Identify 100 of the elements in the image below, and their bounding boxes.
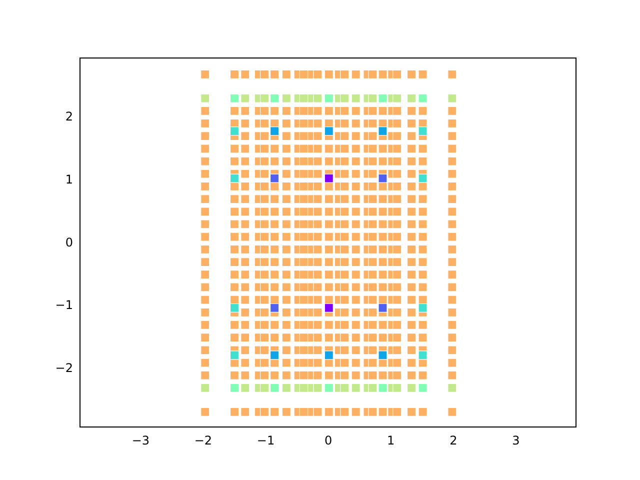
point <box>368 333 378 342</box>
point <box>240 94 250 103</box>
point <box>313 144 322 154</box>
point <box>240 282 250 292</box>
point <box>448 106 457 116</box>
point <box>200 370 210 380</box>
point <box>392 270 402 280</box>
point <box>406 94 416 103</box>
point <box>282 232 291 242</box>
point <box>282 244 291 254</box>
point <box>282 132 291 141</box>
point <box>230 70 240 79</box>
point <box>313 320 322 330</box>
point <box>406 308 416 317</box>
point <box>200 94 210 103</box>
point <box>418 174 428 183</box>
point <box>392 220 402 229</box>
point <box>230 94 240 103</box>
point <box>406 244 416 254</box>
point <box>448 207 457 216</box>
point <box>260 118 270 128</box>
point <box>200 220 210 229</box>
point <box>240 295 250 304</box>
point <box>392 320 402 330</box>
point <box>282 169 291 178</box>
point <box>368 220 378 229</box>
point <box>230 383 240 392</box>
point <box>448 156 457 166</box>
point <box>392 244 402 254</box>
point <box>448 358 457 368</box>
point <box>240 182 250 191</box>
point <box>392 383 402 392</box>
point <box>282 346 291 355</box>
point <box>340 232 350 242</box>
point <box>313 383 322 392</box>
point <box>368 407 378 416</box>
point <box>270 370 280 380</box>
point <box>448 182 457 191</box>
point <box>313 282 322 292</box>
point <box>351 94 360 103</box>
point <box>324 194 334 204</box>
point <box>200 106 210 116</box>
point <box>368 70 378 79</box>
point <box>351 370 360 380</box>
point <box>260 156 270 166</box>
point <box>240 70 250 79</box>
point <box>378 383 388 392</box>
point <box>313 169 322 178</box>
point <box>230 282 240 292</box>
point <box>230 194 240 204</box>
point <box>378 295 388 304</box>
point <box>368 295 378 304</box>
point <box>270 94 280 103</box>
point <box>368 358 378 368</box>
point <box>340 144 350 154</box>
point <box>340 257 350 267</box>
point <box>378 244 388 254</box>
point <box>351 320 360 330</box>
point <box>313 194 322 204</box>
point <box>378 144 388 154</box>
point <box>324 126 334 136</box>
point <box>299 156 308 166</box>
point <box>324 383 334 392</box>
point <box>406 383 416 392</box>
point <box>392 232 402 242</box>
point <box>340 194 350 204</box>
point <box>340 370 350 380</box>
point <box>260 106 270 116</box>
point <box>200 333 210 342</box>
point <box>368 282 378 292</box>
point <box>351 194 360 204</box>
point <box>200 70 210 79</box>
point <box>351 232 360 242</box>
point <box>299 358 308 368</box>
point <box>378 220 388 229</box>
point <box>313 333 322 342</box>
point <box>313 295 322 304</box>
point <box>406 257 416 267</box>
point <box>260 207 270 216</box>
point <box>392 370 402 380</box>
point <box>368 346 378 355</box>
point <box>340 383 350 392</box>
point <box>324 303 334 313</box>
point <box>200 257 210 267</box>
point <box>418 244 428 254</box>
y-tick-label: 2 <box>65 109 73 124</box>
point <box>230 106 240 116</box>
point <box>378 282 388 292</box>
point <box>351 70 360 79</box>
point <box>368 94 378 103</box>
point <box>392 295 402 304</box>
point <box>448 144 457 154</box>
point <box>406 220 416 229</box>
point <box>351 358 360 368</box>
point <box>282 383 291 392</box>
y-tick-label: 0 <box>65 235 73 250</box>
x-tick-label: −3 <box>132 433 150 448</box>
point <box>313 220 322 229</box>
point <box>200 346 210 355</box>
point <box>406 346 416 355</box>
